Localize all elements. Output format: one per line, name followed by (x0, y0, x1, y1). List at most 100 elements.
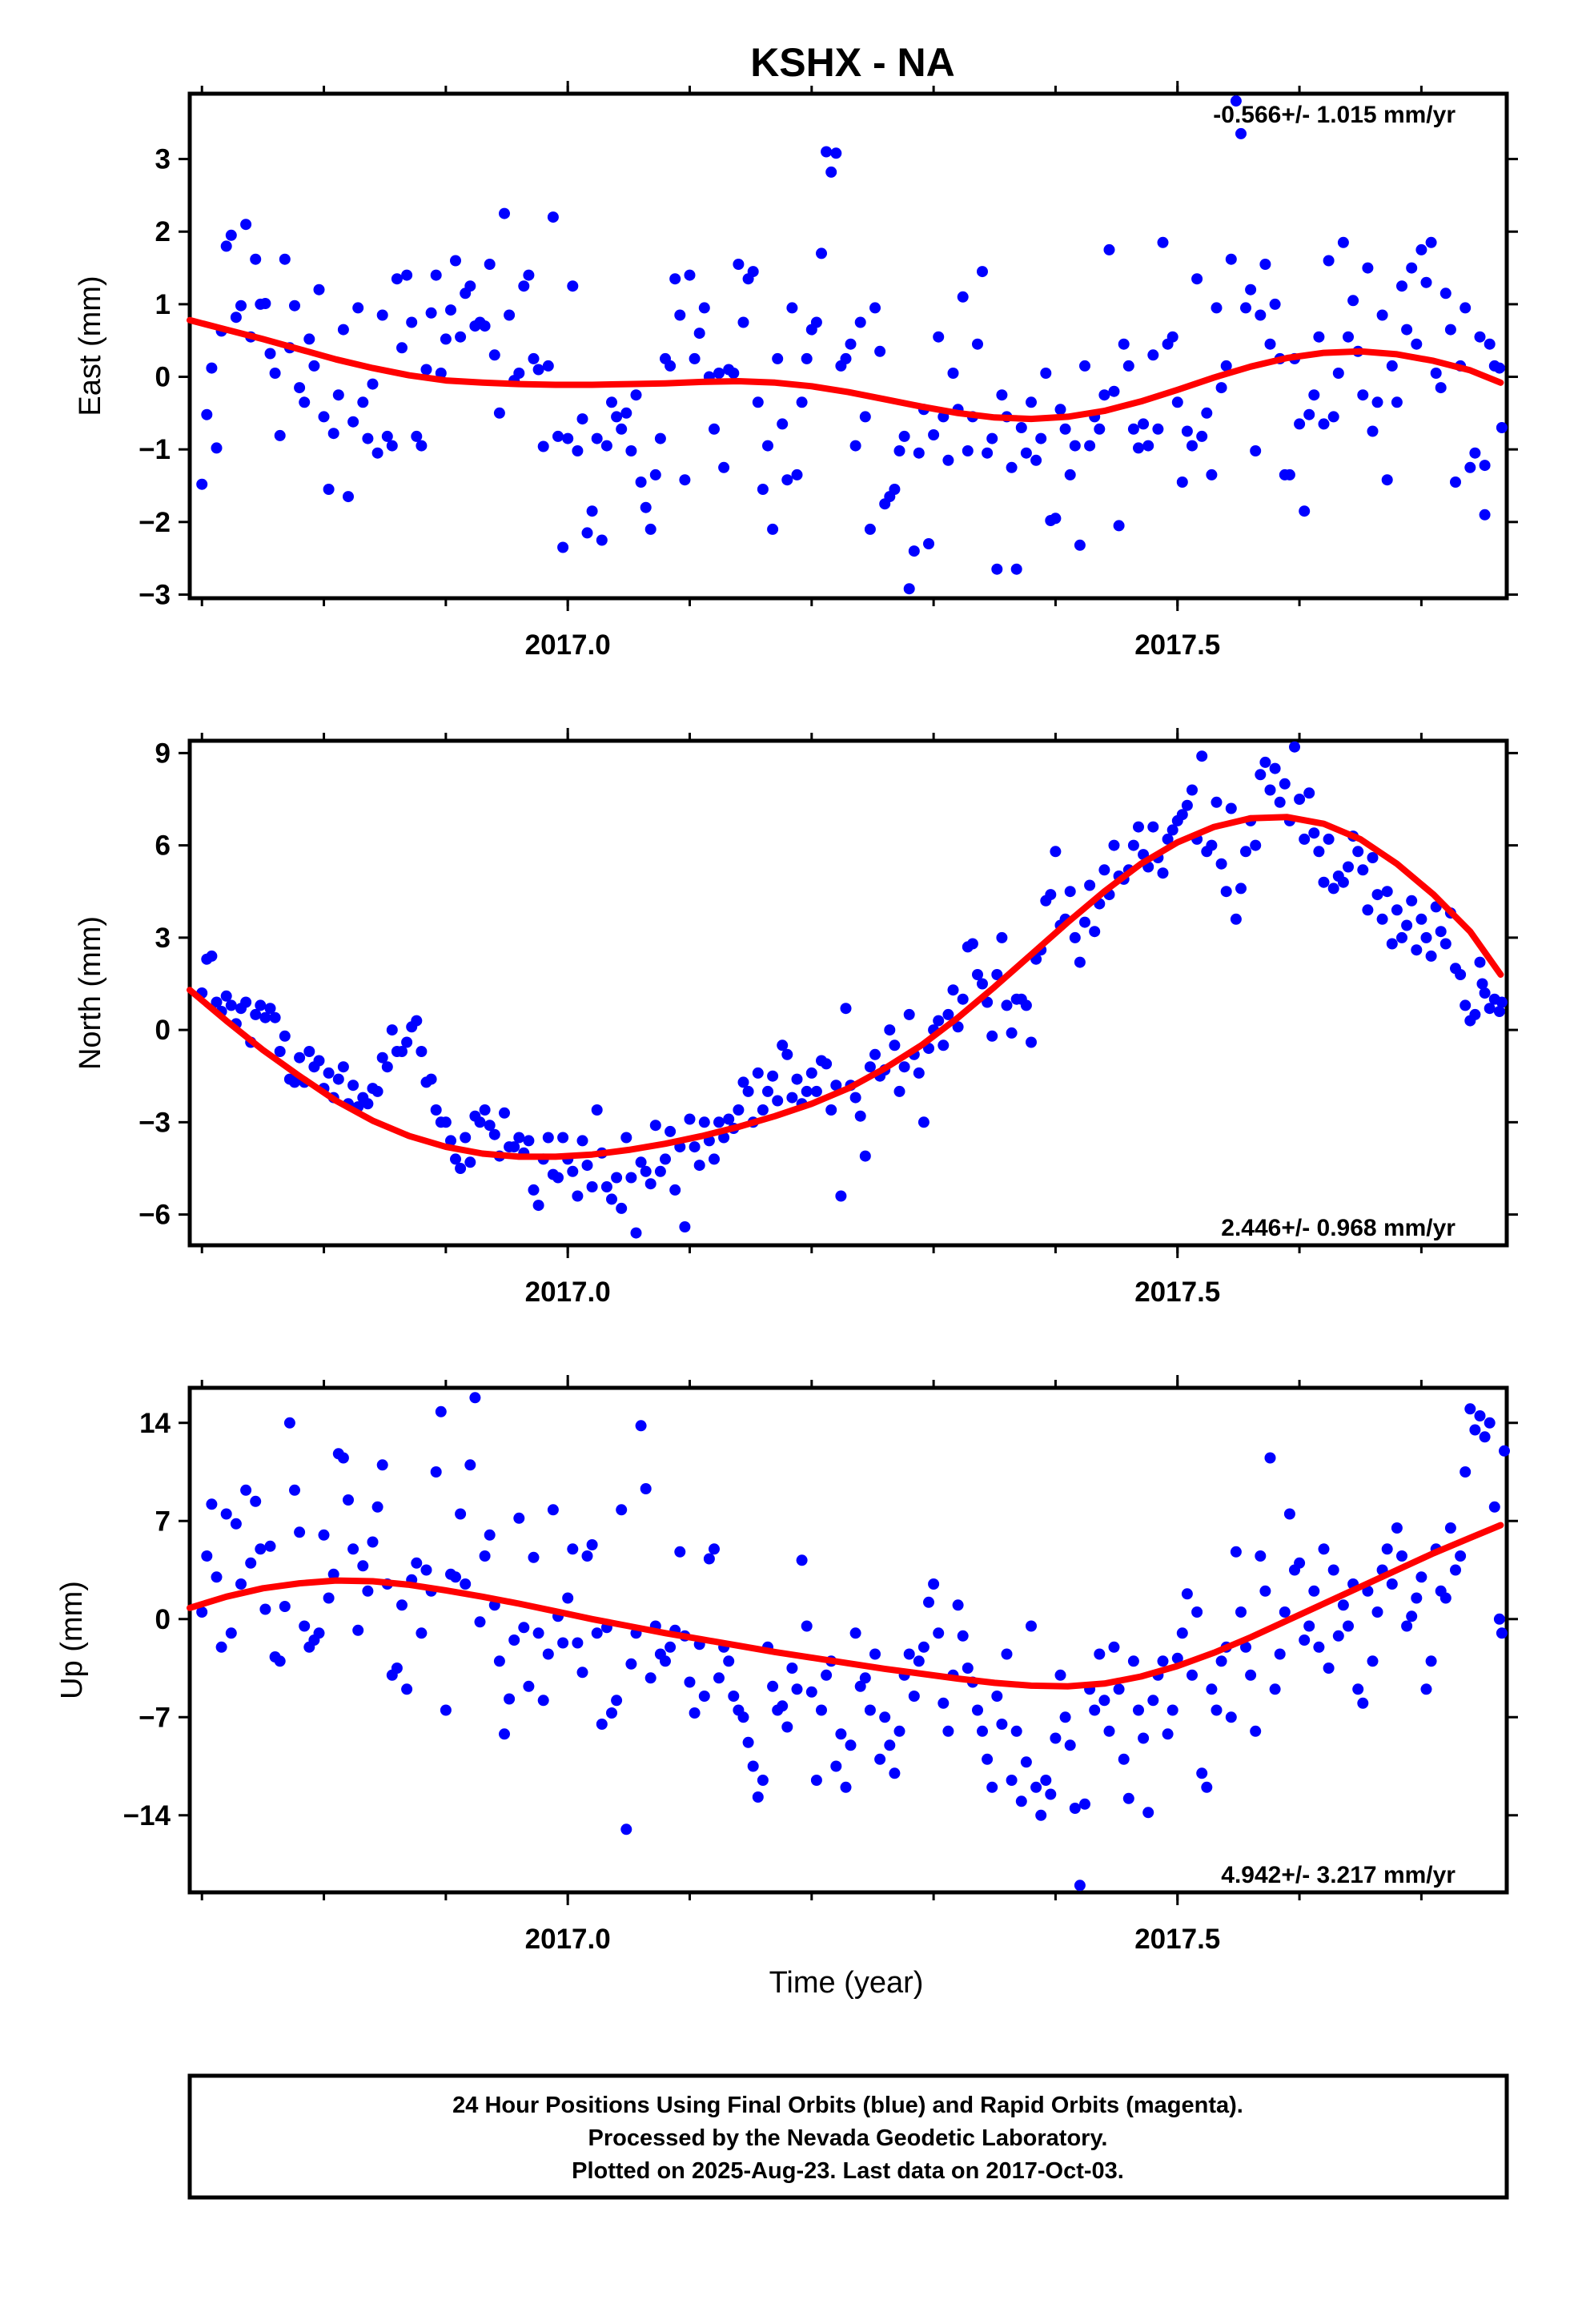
data-point (630, 1227, 642, 1239)
data-point (1020, 999, 1032, 1011)
data-point (972, 1704, 983, 1716)
data-point (1074, 956, 1086, 968)
data-point (264, 348, 276, 360)
data-point (913, 447, 925, 459)
data-point (240, 219, 252, 231)
data-point (821, 1058, 833, 1070)
data-point (991, 969, 1003, 980)
data-point (1294, 794, 1306, 805)
data-point (869, 1648, 881, 1660)
footer-line-1: 24 Hour Positions Using Final Orbits (bl… (452, 2093, 1243, 2118)
model-curve (187, 1522, 1504, 1690)
data-point (1030, 454, 1042, 466)
data-point (455, 1163, 467, 1174)
data-point (513, 368, 525, 379)
data-point (1264, 1452, 1276, 1464)
data-point (1225, 253, 1237, 265)
data-point (259, 1603, 271, 1615)
data-point (1142, 440, 1154, 452)
data-point (1464, 1403, 1476, 1415)
data-point (752, 396, 764, 408)
data-point (196, 1606, 208, 1618)
data-point (1415, 913, 1427, 925)
data-point (689, 352, 701, 364)
data-point (1401, 919, 1413, 931)
data-point (1411, 338, 1423, 350)
data-point (1362, 262, 1374, 274)
data-point (1064, 468, 1076, 480)
data-point (279, 1030, 291, 1042)
data-point (620, 1823, 632, 1835)
data-point (977, 1725, 988, 1737)
data-point (376, 309, 388, 321)
data-point (1464, 461, 1476, 473)
data-point (893, 1725, 905, 1737)
data-point (1006, 1775, 1018, 1786)
data-point (893, 1085, 905, 1097)
y-tick-label: −3 (139, 1107, 171, 1138)
data-point (464, 280, 476, 292)
data-point (630, 389, 642, 401)
y-tick-label: 9 (155, 738, 171, 769)
data-point (259, 298, 271, 309)
data-point (1176, 809, 1188, 821)
data-point (488, 349, 500, 361)
data-point (1147, 821, 1159, 833)
data-point (250, 253, 262, 265)
data-point (1474, 1410, 1486, 1421)
data-point (1425, 1655, 1437, 1667)
footer-line-3: Plotted on 2025-Aug-23. Last data on 201… (572, 2158, 1124, 2184)
data-point (591, 1104, 603, 1116)
data-point (460, 1132, 472, 1144)
data-point (991, 563, 1003, 575)
data-point (1484, 1003, 1496, 1015)
data-point (1411, 944, 1423, 956)
data-point (854, 1680, 866, 1692)
data-point (225, 1627, 237, 1639)
data-point (713, 368, 725, 379)
data-point (430, 1466, 442, 1478)
data-point (849, 1092, 861, 1104)
data-point (991, 1691, 1003, 1702)
data-point (532, 364, 544, 376)
data-point (1303, 787, 1315, 799)
plot-frame (187, 738, 1509, 1248)
y-axis-label: North (mm) (74, 916, 107, 1070)
data-point (635, 1420, 647, 1432)
data-point (1133, 442, 1144, 454)
data-point (1460, 1466, 1472, 1478)
rate-label: 4.942+/- 3.217 mm/yr (1221, 1862, 1456, 1888)
data-point (1050, 513, 1062, 525)
data-point (1381, 886, 1393, 898)
data-point (396, 1046, 408, 1057)
data-point (255, 999, 267, 1011)
data-point (728, 368, 740, 379)
data-point (1103, 1725, 1115, 1737)
data-point (644, 523, 656, 535)
data-point (1337, 1599, 1349, 1611)
data-point (654, 1165, 666, 1177)
data-point (1255, 1550, 1267, 1562)
data-point (1059, 423, 1071, 435)
data-point (1225, 1711, 1237, 1723)
data-point (1401, 324, 1413, 336)
data-point (1235, 883, 1247, 895)
data-point (1255, 769, 1267, 781)
data-point (1450, 1564, 1461, 1576)
data-point (718, 461, 730, 473)
data-point (206, 362, 218, 374)
data-point (1035, 432, 1047, 444)
data-point (1386, 938, 1398, 950)
data-point (367, 1536, 379, 1548)
data-point (562, 1592, 574, 1604)
data-point (1279, 778, 1291, 790)
data-point (933, 1627, 945, 1639)
data-point (616, 1504, 628, 1516)
data-point (845, 1739, 857, 1751)
data-point (757, 1775, 769, 1786)
data-point (698, 302, 710, 314)
data-point (1240, 302, 1251, 314)
data-point (1391, 904, 1403, 916)
data-point (1455, 1550, 1467, 1562)
data-point (264, 1540, 276, 1552)
